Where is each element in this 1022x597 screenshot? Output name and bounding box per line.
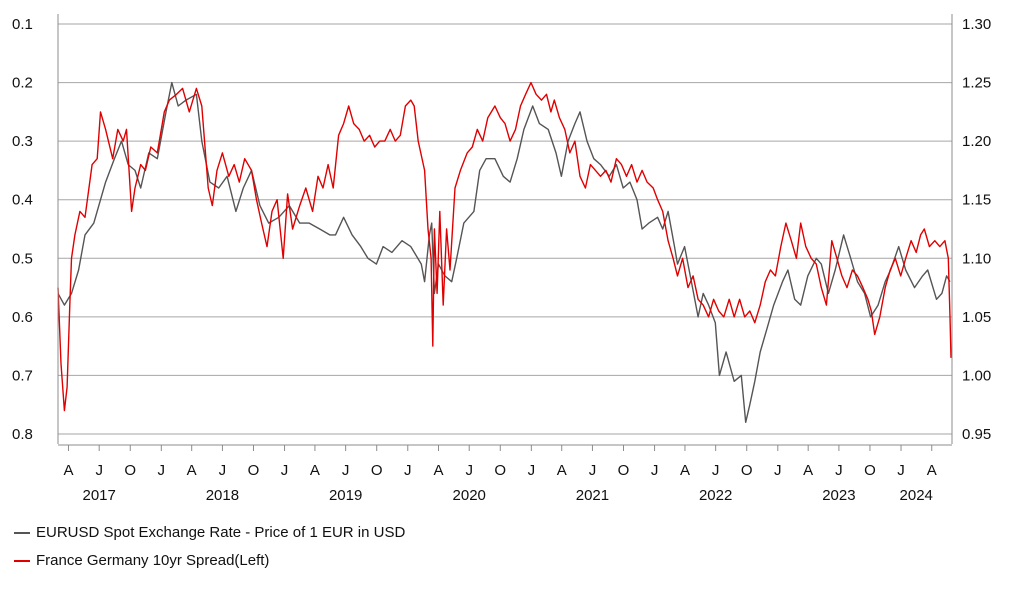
right-tick-label: 1.25 [962,75,991,92]
left-tick-label: 0.4 [12,192,33,209]
left-tick-label: 0.8 [12,426,33,443]
x-year-label: 2021 [576,487,609,504]
x-tick-label: A [927,462,937,479]
x-tick-label: J [465,462,473,479]
x-tick-label: A [310,462,320,479]
x-tick-label: O [618,462,630,479]
gridlines [58,23,952,435]
x-tick-label: J [281,462,289,479]
x-tick-label: O [494,462,506,479]
x-tick-label: A [63,462,73,479]
left-tick-label: 0.3 [12,133,33,150]
left-axis-ticks: 0.1 0.2 0.3 0.4 0.5 0.6 0.7 0.8 [12,16,33,443]
left-tick-label: 0.7 [12,367,33,384]
x-tick-label: J [589,462,597,479]
right-axis-ticks: 1.30 1.25 1.20 1.15 1.10 1.05 1.00 0.95 [962,16,991,443]
x-year-label: 2022 [699,487,732,504]
x-tick-label: J [774,462,782,479]
left-tick-label: 0.5 [12,250,33,267]
x-tick-label: O [864,462,876,479]
legend-item-eurusd: EURUSD Spot Exchange Rate - Price of 1 E… [14,524,405,541]
right-tick-label: 0.95 [962,426,991,443]
x-tick-label: J [342,462,350,479]
right-tick-label: 1.05 [962,309,991,326]
x-tick-label: O [248,462,260,479]
right-tick-label: 1.20 [962,133,991,150]
legend-swatch-spread [14,559,30,562]
x-tick-label: J [95,462,103,479]
legend-item-spread: France Germany 10yr Spread(Left) [14,552,269,569]
x-axis-ticks: A J O J A J O J A J O J A J O J A J O J A J O J A J O J A 2017 2018 201… [63,445,937,504]
x-year-label: 2023 [822,487,855,504]
left-tick-label: 0.6 [12,309,33,326]
left-tick-label: 0.2 [12,75,33,92]
legend-swatch-eurusd [14,531,30,534]
x-tick-label: A [187,462,197,479]
legend-label-eurusd: EURUSD Spot Exchange Rate - Price of 1 E… [36,524,406,541]
right-tick-label: 1.30 [962,16,991,33]
x-year-label: 2018 [206,487,239,504]
x-tick-label: A [433,462,443,479]
x-tick-label: O [124,462,136,479]
x-tick-label: J [712,462,720,479]
x-year-label: 2019 [329,487,362,504]
x-tick-label: A [680,462,690,479]
x-tick-label: J [897,462,905,479]
series-line-spread [57,81,952,412]
series-layer [57,81,952,423]
axes [57,14,953,446]
right-tick-label: 1.10 [962,250,991,267]
x-tick-label: J [528,462,536,479]
right-tick-label: 1.00 [962,367,991,384]
right-tick-label: 1.15 [962,192,991,209]
series-line-eurusd [57,81,951,423]
x-tick-label: J [219,462,227,479]
left-tick-label: 0.1 [12,16,33,33]
x-tick-label: J [651,462,659,479]
x-tick-label: J [404,462,412,479]
x-tick-label: J [835,462,843,479]
x-year-label: 2017 [83,487,116,504]
x-tick-label: A [803,462,813,479]
legend-label-spread: France Germany 10yr Spread(Left) [36,552,270,569]
x-tick-label: O [371,462,383,479]
x-tick-label: J [158,462,166,479]
x-year-label: 2024 [900,487,933,504]
x-tick-label: O [741,462,753,479]
x-tick-label: A [557,462,567,479]
x-year-label: 2020 [453,487,486,504]
